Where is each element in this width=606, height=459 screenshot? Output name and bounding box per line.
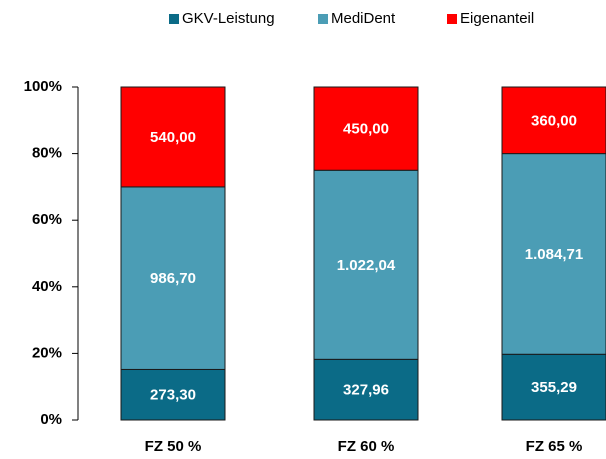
legend-swatch [447, 14, 457, 24]
bar-segment [501, 153, 606, 355]
legend-label: MediDent [331, 10, 396, 27]
value-label: 1.022,04 [337, 257, 396, 274]
y-tick-label: 60% [32, 211, 62, 228]
value-label: 360,00 [531, 112, 577, 129]
value-label: 986,70 [150, 270, 196, 287]
bar-segment [120, 86, 226, 188]
value-label: 1.084,71 [525, 246, 583, 263]
y-tick-label: 100% [24, 78, 62, 95]
y-tick-label: 40% [32, 278, 62, 295]
value-label: 540,00 [150, 129, 196, 146]
value-label: 273,30 [150, 387, 196, 404]
bar-segment [313, 358, 419, 421]
legend-label: GKV-Leistung [182, 10, 275, 27]
bar-segment [120, 186, 226, 370]
value-label: 327,96 [343, 382, 389, 399]
x-tick-label: FZ 50 % [145, 438, 202, 455]
value-label: 355,29 [531, 379, 577, 396]
x-tick-label: FZ 60 % [338, 438, 395, 455]
legend-label: Eigenanteil [460, 10, 534, 27]
y-tick-label: 20% [32, 344, 62, 361]
value-label: 450,00 [343, 121, 389, 138]
legend-swatch [169, 14, 179, 24]
y-tick-label: 80% [32, 145, 62, 162]
legend-swatch [318, 14, 328, 24]
x-tick-label: FZ 65 % [526, 438, 583, 455]
y-tick-label: 0% [40, 411, 62, 428]
bar-segment [313, 86, 419, 171]
bar-segment [501, 86, 606, 155]
bar-segment [313, 169, 419, 360]
bar-segment [120, 368, 226, 421]
